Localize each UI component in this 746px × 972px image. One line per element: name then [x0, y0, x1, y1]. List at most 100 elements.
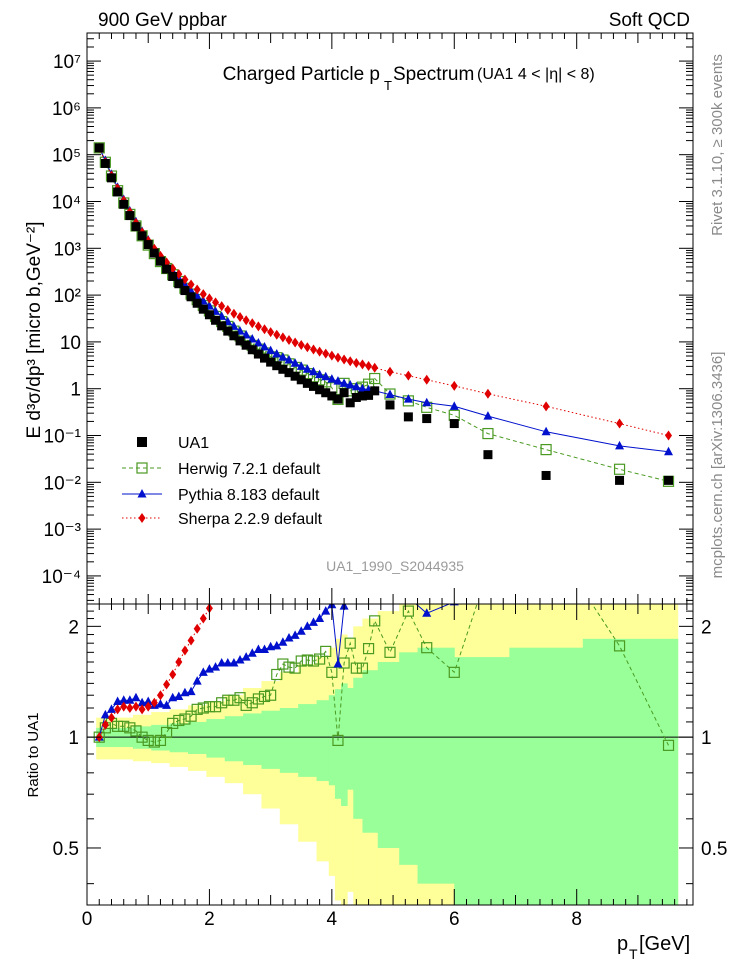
ratio-point-herwig — [234, 692, 246, 704]
point-pythia — [615, 440, 625, 450]
ratio-point-pythia — [229, 658, 239, 667]
point-pythia — [260, 341, 270, 351]
point-ua1 — [192, 298, 202, 308]
point-ua1 — [106, 173, 116, 183]
point-sherpa — [542, 401, 550, 412]
ratio-point-herwig — [142, 734, 154, 746]
ratio-point-herwig — [265, 689, 277, 701]
ratio-point-sherpa — [114, 704, 122, 715]
point-ua1 — [315, 385, 325, 395]
x-tick-label: 8 — [571, 909, 582, 930]
point-ua1 — [143, 240, 153, 250]
ratio-point-pythia — [192, 676, 202, 685]
ratio-point-sherpa — [156, 690, 164, 701]
point-sherpa — [665, 430, 673, 441]
band-inner — [206, 719, 226, 758]
point-pythia — [403, 394, 413, 403]
ratio-point-pythia — [235, 655, 245, 664]
point-ua1 — [339, 388, 349, 398]
point-ua1 — [174, 279, 184, 289]
point-sherpa — [352, 357, 360, 368]
band-inner — [334, 689, 342, 799]
point-ua1 — [125, 211, 135, 221]
point-ua1 — [308, 381, 318, 391]
ratio-point-sherpa — [193, 623, 201, 634]
point-pythia — [422, 397, 432, 407]
x-tick-label: 4 — [327, 909, 338, 930]
ratio-point-pythia — [260, 644, 270, 654]
ratio-point-herwig — [295, 655, 307, 667]
point-ua1 — [100, 158, 110, 168]
ratio-point-herwig — [283, 661, 295, 673]
point-sherpa — [334, 352, 342, 363]
ratio-point-pythia — [100, 709, 110, 719]
x-axis-label-unit: [GeV] — [639, 933, 690, 955]
ratio-point-sherpa — [107, 712, 115, 723]
x-tick-label: 2 — [204, 909, 215, 930]
point-ua1 — [296, 375, 306, 385]
y-tick-label: 10⁻² — [44, 473, 82, 494]
point-ua1 — [223, 326, 233, 336]
y-tick-label: 10⁻¹ — [44, 427, 82, 448]
ratio-tick-label: 1 — [68, 728, 79, 749]
ratio-panel: 0.5 0.5 1 1 2 2 0 2 4 6 8 — [53, 603, 727, 930]
point-ua1 — [272, 361, 282, 371]
point-sherpa — [212, 297, 220, 308]
point-pythia — [345, 379, 355, 389]
point-pythia — [541, 426, 551, 436]
ratio-point-pythia — [211, 662, 221, 671]
ratio-point-herwig — [240, 699, 252, 711]
y-tick-label: 10⁻³ — [44, 520, 82, 541]
ratio-point-herwig — [148, 736, 160, 748]
point-ua1 — [198, 304, 208, 314]
ratio-point-pythia — [241, 652, 251, 661]
ratio-point-pythia — [308, 617, 318, 626]
point-pythia — [308, 366, 318, 376]
band-inner — [328, 695, 336, 786]
header-right: Soft QCD — [609, 10, 690, 31]
point-ua1 — [217, 321, 227, 331]
main-panel: 10⁻⁴ 10⁻³ 10⁻² 10⁻¹ 1 10 10² 10³ 10⁴ 10⁵ 10⁶ 10⁷ Ch… — [42, 32, 694, 605]
ratio-point-herwig — [362, 643, 375, 655]
point-ua1 — [327, 391, 337, 401]
y-tick-label: 10⁵ — [52, 146, 81, 167]
ratio-point-pythia — [125, 695, 135, 704]
ratio-point-pythia — [186, 686, 196, 696]
ratio-point-sherpa — [181, 645, 189, 656]
ratio-point-herwig — [191, 703, 203, 715]
point-sherpa — [254, 321, 262, 332]
point-ua1 — [137, 231, 147, 241]
point-sherpa — [205, 293, 213, 304]
ratio-point-pythia — [422, 608, 432, 617]
y-tick-label: 10⁷ — [53, 52, 81, 73]
ratio-point-herwig — [154, 734, 167, 746]
band-inner — [582, 638, 679, 905]
band-inner — [298, 704, 318, 777]
point-ua1 — [351, 392, 361, 402]
point-ua1 — [290, 371, 300, 381]
point-ua1 — [266, 357, 276, 367]
point-ua1 — [364, 390, 374, 400]
point-ua1 — [278, 364, 288, 374]
point-sherpa — [316, 346, 324, 357]
point-pythia — [351, 381, 361, 391]
point-sherpa — [218, 301, 226, 312]
point-pythia — [321, 371, 331, 381]
point-sherpa — [309, 344, 317, 355]
header-left: 900 GeV ppbar — [98, 10, 228, 31]
chart-title-rest: Spectrum — [393, 64, 474, 85]
point-sherpa — [371, 362, 379, 373]
y-tick-label: 1 — [70, 380, 81, 401]
ratio-point-sherpa — [138, 704, 146, 715]
ratio-tick-label: 2 — [68, 617, 79, 638]
point-ua1 — [162, 264, 172, 274]
point-pythia — [296, 361, 306, 370]
point-sherpa — [358, 359, 366, 370]
point-sherpa — [291, 337, 299, 348]
point-ua1 — [253, 349, 263, 359]
ratio-point-herwig — [332, 734, 344, 746]
point-ua1 — [204, 310, 214, 320]
band-inner — [243, 713, 262, 766]
point-ua1 — [229, 331, 239, 341]
ratio-point-pythia — [174, 691, 184, 700]
